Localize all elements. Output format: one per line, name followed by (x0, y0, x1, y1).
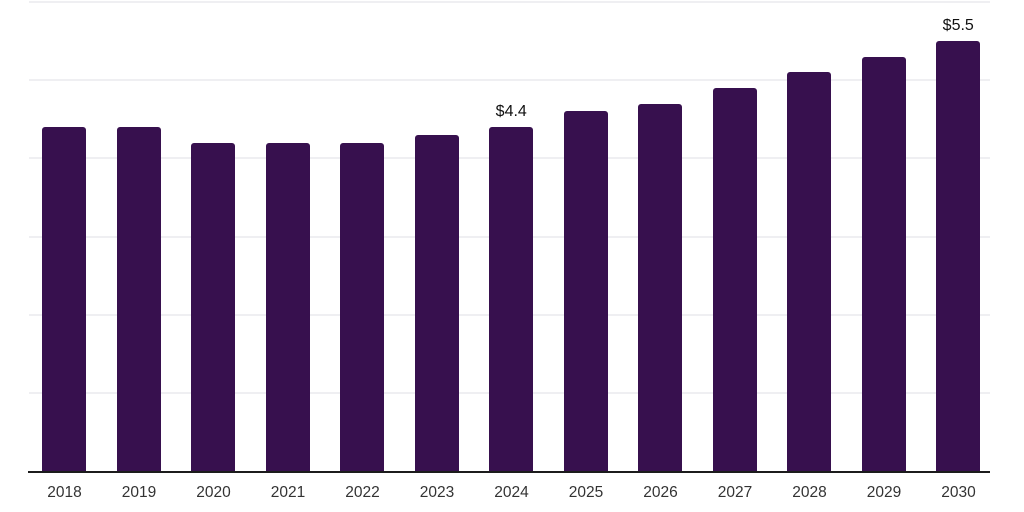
bar-2020 (191, 143, 236, 471)
bar-2021 (265, 143, 310, 471)
gridline (29, 1, 990, 3)
bar-2027 (712, 88, 757, 471)
x-tick-label-2022: 2022 (345, 484, 380, 501)
x-tick-label-2024: 2024 (494, 484, 529, 501)
bar-2022 (340, 143, 385, 471)
bar-2025 (563, 111, 608, 471)
bar-value-label-2024: $4.4 (495, 103, 527, 120)
bar-2030 (936, 41, 981, 471)
bar-2019 (116, 127, 161, 471)
x-tick-label-2026: 2026 (643, 484, 678, 501)
x-tick-label-2018: 2018 (47, 484, 82, 501)
bar-value-label-2030: $5.5 (942, 17, 974, 34)
x-tick-label-2020: 2020 (196, 484, 231, 501)
bar-2026 (638, 104, 683, 471)
bar-2029 (861, 57, 906, 471)
bar-2023 (414, 135, 459, 471)
x-tick-label-2029: 2029 (866, 484, 902, 501)
x-axis-line (28, 471, 990, 473)
x-tick-label-2025: 2025 (568, 484, 604, 501)
x-tick-label-2019: 2019 (121, 484, 157, 501)
x-tick-label-2030: 2030 (941, 484, 976, 501)
x-tick-label-2023: 2023 (419, 484, 455, 501)
gridline (29, 79, 990, 82)
bar-2018 (42, 127, 87, 471)
x-tick-label-2028: 2028 (792, 484, 827, 501)
x-tick-label-2027: 2027 (717, 484, 753, 501)
x-tick-label-2021: 2021 (270, 484, 306, 501)
bar-2028 (787, 72, 832, 471)
bar-2024 (489, 127, 534, 471)
